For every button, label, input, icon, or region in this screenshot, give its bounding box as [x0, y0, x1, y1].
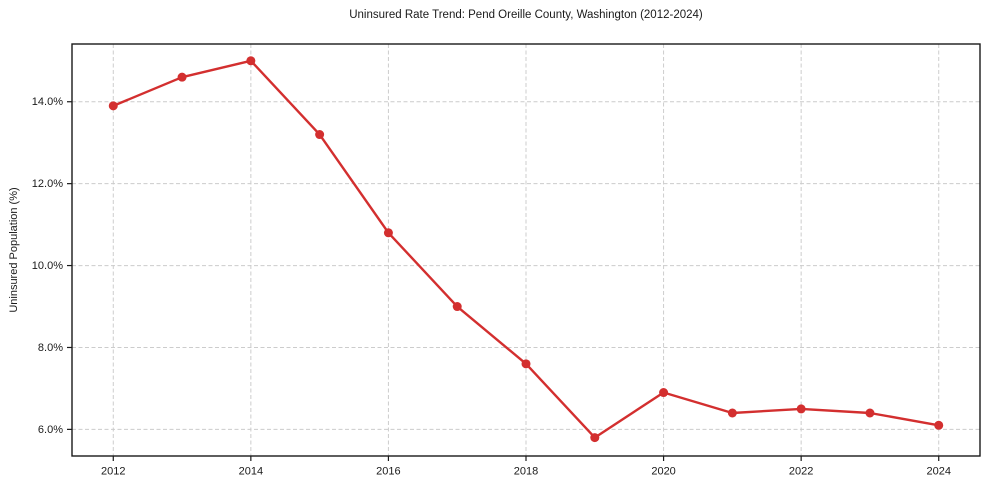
y-tick-label: 14.0%: [32, 96, 63, 108]
data-point-2020: [659, 388, 669, 398]
y-axis-title: Uninsured Population (%): [8, 187, 20, 313]
data-point-2022: [796, 404, 806, 414]
x-tick-label: 2018: [514, 466, 538, 478]
y-tick-label: 8.0%: [38, 342, 63, 354]
x-tick-label: 2012: [101, 466, 125, 478]
data-point-2013: [177, 72, 187, 82]
x-tick-label: 2014: [239, 466, 263, 478]
y-tick-label: 12.0%: [32, 178, 63, 190]
x-tick-label: 2016: [376, 466, 400, 478]
y-tick-label: 6.0%: [38, 424, 63, 436]
data-point-2015: [315, 130, 325, 140]
data-point-2014: [246, 56, 256, 66]
data-point-2023: [865, 408, 875, 418]
data-point-2016: [383, 228, 393, 238]
data-point-2018: [521, 359, 531, 369]
data-point-2012: [108, 101, 118, 111]
data-point-2017: [452, 302, 462, 312]
data-point-2019: [590, 433, 600, 443]
chart-title: Uninsured Rate Trend: Pend Oreille Count…: [349, 9, 703, 21]
x-tick-label: 2024: [926, 466, 950, 478]
data-point-2024: [934, 420, 944, 430]
y-tick-label: 10.0%: [32, 260, 63, 272]
data-point-2021: [727, 408, 737, 418]
x-tick-label: 2020: [651, 466, 675, 478]
x-tick-label: 2022: [789, 466, 813, 478]
